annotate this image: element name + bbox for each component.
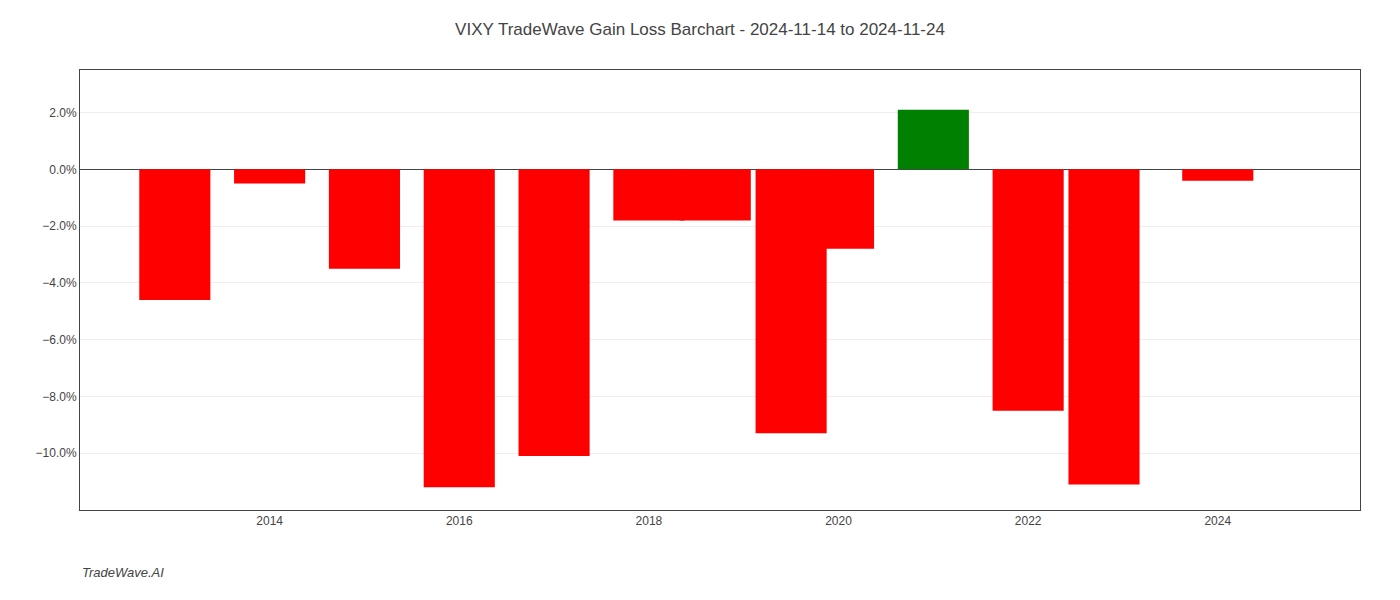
svg-text:−6.0%: −6.0% bbox=[42, 333, 77, 347]
svg-text:−10.0%: −10.0% bbox=[36, 446, 77, 460]
svg-text:2022: 2022 bbox=[1015, 514, 1042, 528]
svg-text:VIXY TradeWave Gain Loss Barch: VIXY TradeWave Gain Loss Barchart - 2024… bbox=[455, 20, 945, 39]
svg-text:−2.0%: −2.0% bbox=[42, 219, 77, 233]
svg-text:2024: 2024 bbox=[1204, 514, 1231, 528]
svg-text:TradeWave.AI: TradeWave.AI bbox=[82, 565, 164, 580]
svg-text:2018: 2018 bbox=[636, 514, 663, 528]
svg-text:2.0%: 2.0% bbox=[49, 106, 77, 120]
svg-text:−4.0%: −4.0% bbox=[42, 276, 77, 290]
svg-text:−8.0%: −8.0% bbox=[42, 390, 77, 404]
svg-text:2020: 2020 bbox=[825, 514, 852, 528]
svg-text:2014: 2014 bbox=[256, 514, 283, 528]
svg-text:0.0%: 0.0% bbox=[49, 163, 77, 177]
svg-text:2016: 2016 bbox=[446, 514, 473, 528]
